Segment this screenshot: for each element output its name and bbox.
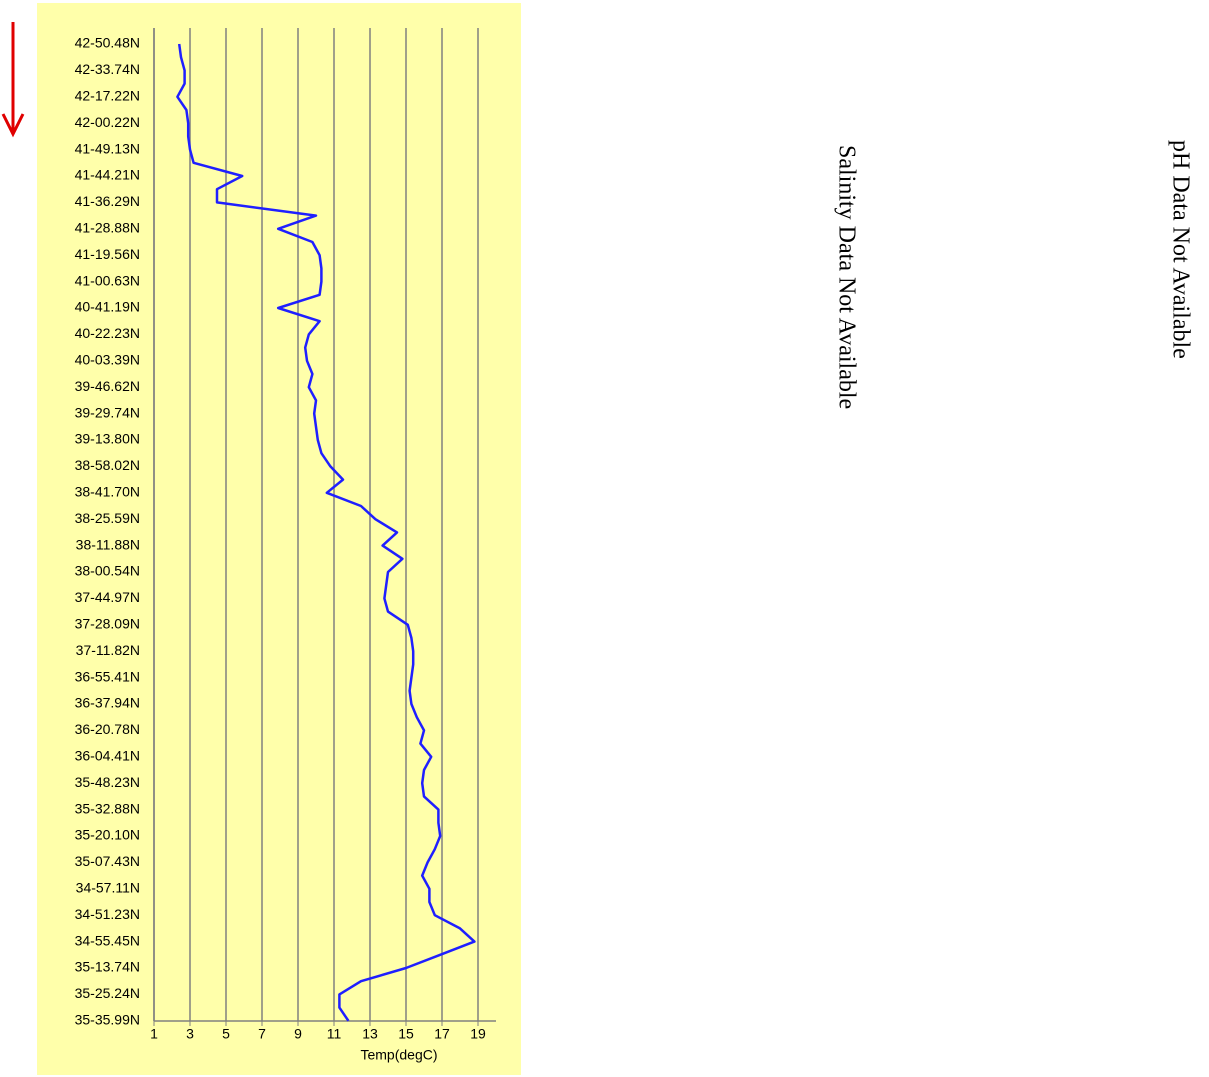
x-tick-label: 19: [470, 1026, 486, 1042]
y-tick-label: 34-57.11N: [76, 880, 140, 896]
x-tick-label: 13: [362, 1026, 378, 1042]
data-line: [176, 43, 476, 1022]
y-tick-label: 39-46.62N: [75, 378, 140, 394]
y-tick-label: 40-22.23N: [75, 325, 140, 341]
y-tick-label: 39-13.80N: [75, 431, 140, 447]
x-tick-label: 5: [222, 1026, 230, 1042]
y-tick-label: 35-13.74N: [75, 959, 140, 975]
x-axis-label: Temp(degC): [360, 1047, 437, 1063]
direction-arrow-head: [1, 113, 25, 138]
y-tick-label: 37-44.97N: [75, 589, 140, 605]
y-tick-label: 38-11.88N: [76, 536, 140, 552]
y-tick-label: 35-25.24N: [75, 985, 140, 1001]
y-tick-label: 36-20.78N: [75, 721, 140, 737]
y-tick-label: 35-07.43N: [75, 853, 140, 869]
y-tick-label: 34-51.23N: [75, 906, 140, 922]
y-tick-label: 37-11.82N: [76, 642, 140, 658]
x-tick-label: 17: [434, 1026, 450, 1042]
y-tick-label: 41-49.13N: [75, 140, 140, 156]
x-tick-label: 11: [327, 1026, 342, 1042]
y-tick-label: 35-20.10N: [75, 827, 140, 843]
annotation: Salinity Data Not Available: [833, 145, 859, 409]
x-tick-label: 7: [258, 1026, 266, 1042]
y-tick-label: 35-48.23N: [75, 774, 140, 790]
y-tick-label: 35-32.88N: [75, 800, 140, 816]
y-tick-label: 40-03.39N: [75, 352, 140, 368]
x-tick-label: 3: [186, 1026, 194, 1042]
y-tick-label: 41-00.63N: [75, 272, 140, 288]
y-tick-label: 42-50.48N: [75, 35, 140, 51]
y-tick-label: 37-28.09N: [75, 616, 140, 632]
y-tick-label: 38-00.54N: [75, 563, 140, 579]
annotation: pH Data Not Available: [1167, 140, 1193, 359]
y-tick-label: 41-19.56N: [75, 246, 140, 262]
y-tick-label: 36-37.94N: [75, 695, 140, 711]
y-tick-label: 38-25.59N: [75, 510, 140, 526]
y-tick-label: 42-33.74N: [75, 61, 140, 77]
y-tick-label: 38-41.70N: [75, 484, 140, 500]
chart-panel: [37, 3, 521, 1075]
y-tick-label: 38-58.02N: [75, 457, 140, 473]
y-tick-label: 40-41.19N: [75, 299, 140, 315]
y-tick-label: 41-44.21N: [75, 167, 140, 183]
y-tick-label: 36-04.41N: [75, 748, 140, 764]
x-tick-label: 1: [150, 1026, 158, 1042]
y-tick-label: 41-36.29N: [75, 193, 140, 209]
y-tick-label: 36-55.41N: [75, 668, 140, 684]
y-tick-label: 41-28.88N: [75, 220, 140, 236]
x-tick-label: 9: [294, 1026, 302, 1042]
x-tick-label: 15: [398, 1026, 414, 1042]
y-tick-label: 35-35.99N: [75, 1012, 140, 1028]
y-tick-label: 42-17.22N: [75, 88, 140, 104]
plot-area: 1 3 5 7 9 11 13 15 17 1942-50.48N42-33.74N42-17.2…: [75, 28, 496, 1042]
y-tick-label: 39-29.74N: [75, 404, 140, 420]
y-tick-label: 42-00.22N: [75, 114, 140, 130]
y-tick-label: 34-55.45N: [75, 932, 140, 948]
